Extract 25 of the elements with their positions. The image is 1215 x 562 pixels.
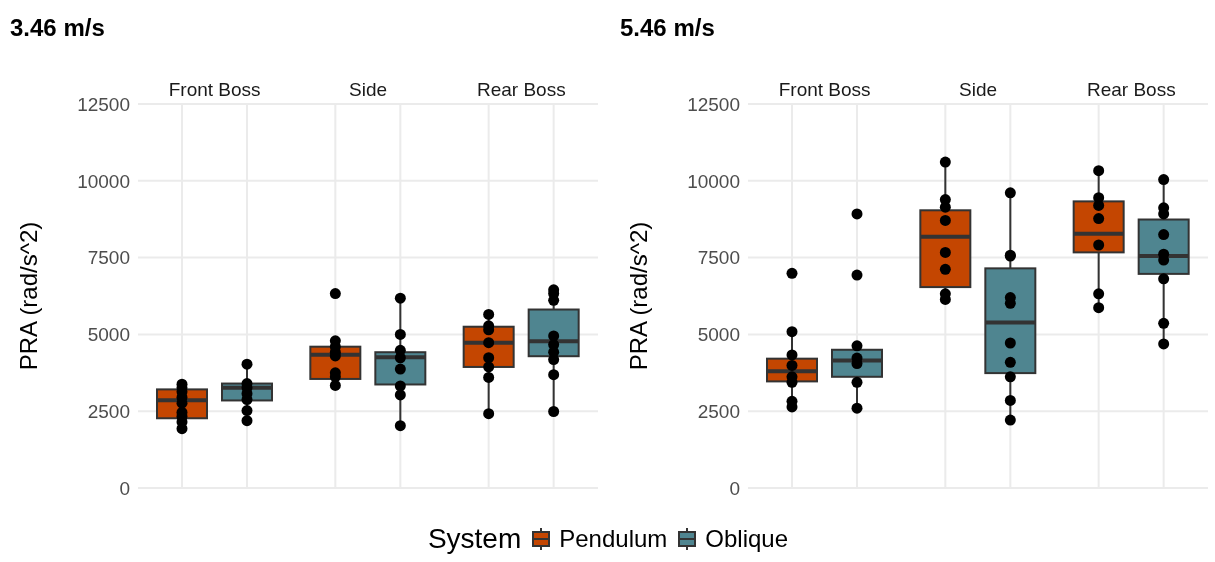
y-tick-label: 7500	[697, 247, 740, 269]
legend-title: System	[427, 523, 522, 555]
legend-label: Oblique	[705, 525, 789, 553]
y-tick-label: 2500	[697, 400, 740, 422]
y-tick-label: 12500	[77, 93, 130, 115]
chart-title: 5.46 m/s	[620, 14, 715, 42]
x-tick-label: Rear Boss	[1086, 79, 1176, 100]
y-tick-label: 5000	[87, 324, 130, 346]
y-tick-label: 0	[729, 477, 740, 499]
y-tick-label: 2500	[87, 400, 130, 422]
y-axis-title: PRA (rad/s^2)	[624, 221, 652, 371]
chart-title: 3.46 m/s	[10, 14, 105, 42]
x-tick-label: Rear Boss	[476, 79, 566, 100]
y-tick-label: 7500	[87, 247, 130, 269]
y-axis-title: PRA (rad/s^2)	[14, 221, 42, 371]
legend-label: Pendulum	[559, 525, 668, 553]
x-tick-label: Side	[958, 79, 998, 100]
y-tick-label: 5000	[697, 324, 740, 346]
y-tick-label: 0	[119, 477, 130, 499]
y-tick-label: 10000	[687, 170, 740, 192]
x-tick-label: Side	[348, 79, 388, 100]
x-tick-label: Front Boss	[778, 79, 871, 100]
x-tick-label: Front Boss	[168, 79, 261, 100]
y-tick-label: 10000	[77, 170, 130, 192]
y-tick-label: 12500	[687, 93, 740, 115]
